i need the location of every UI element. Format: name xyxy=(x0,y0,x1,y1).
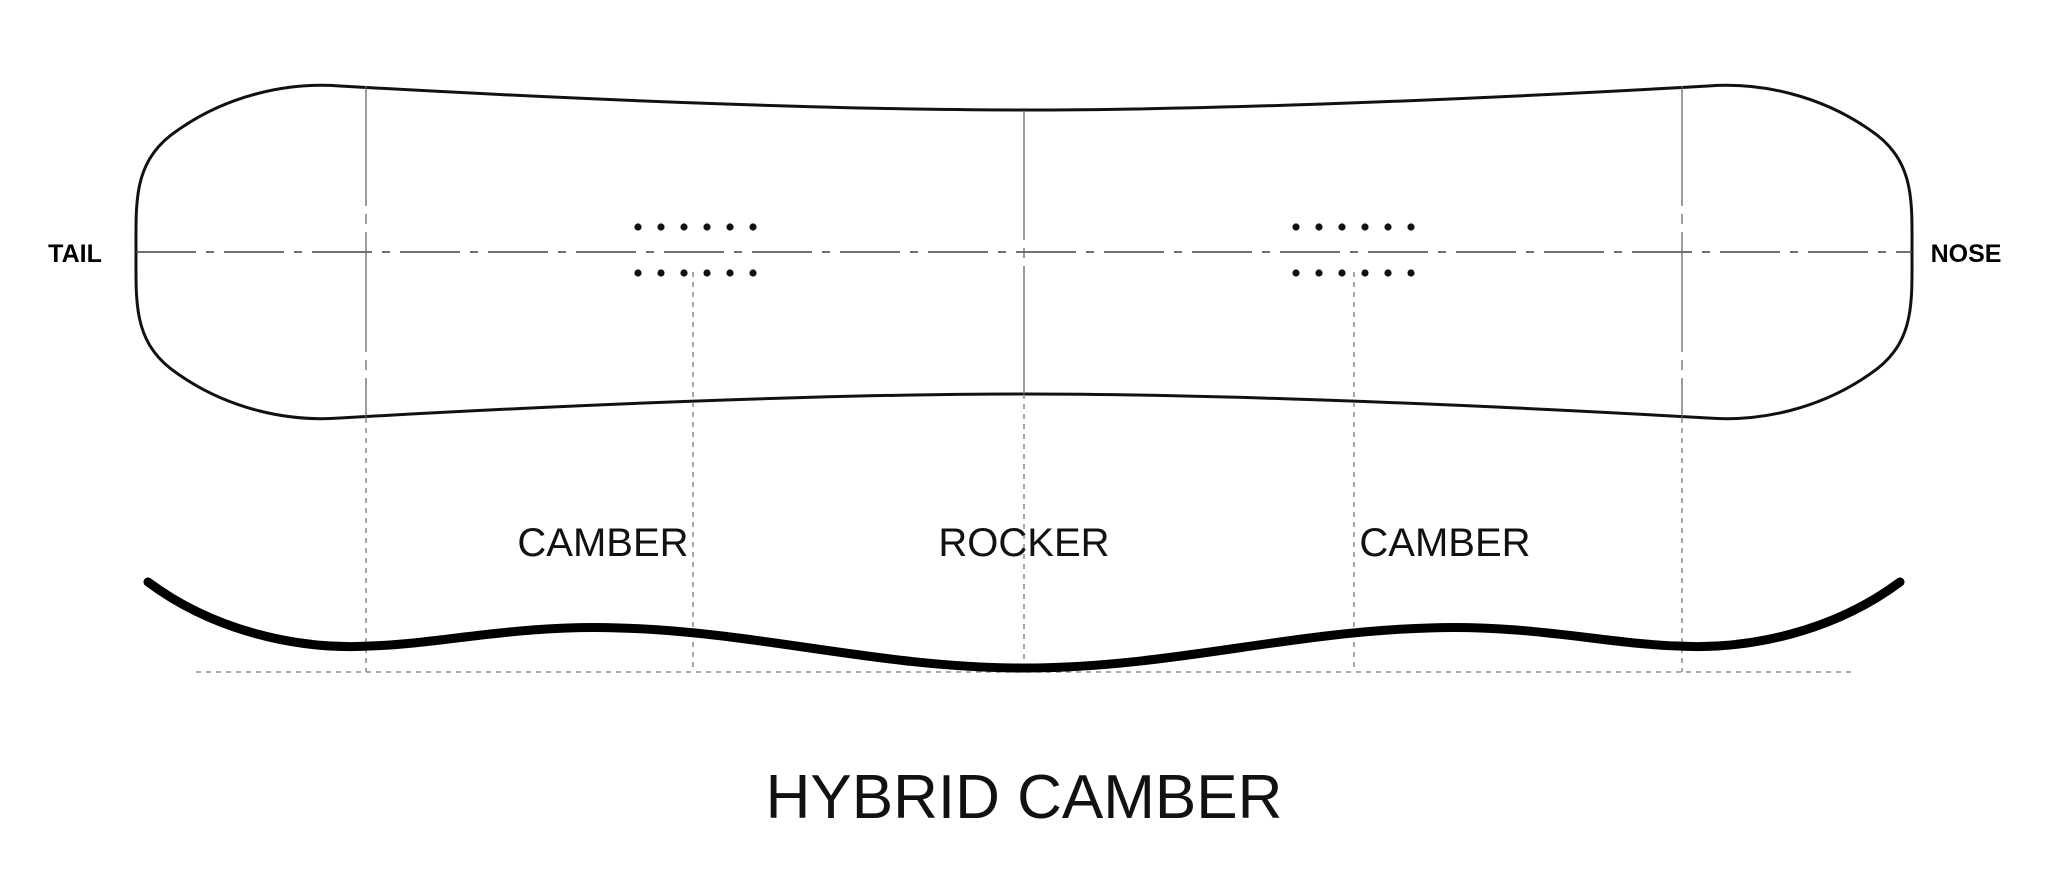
nose-label: NOSE xyxy=(1931,240,2002,268)
board-outline xyxy=(134,83,1914,421)
rear-binding-insert xyxy=(749,223,757,231)
front-binding-insert xyxy=(1407,223,1415,231)
front-binding-insert xyxy=(1338,223,1346,231)
rear-binding-insert xyxy=(680,269,688,277)
front-binding-insert xyxy=(1361,269,1369,277)
front-binding-insert xyxy=(1384,223,1392,231)
front-binding-insert xyxy=(1407,269,1415,277)
zone-label-tail-camber: CAMBER xyxy=(517,521,688,565)
rear-binding-insert xyxy=(703,223,711,231)
rear-binding-insert xyxy=(657,223,665,231)
front-binding-insert xyxy=(1361,223,1369,231)
zone-label-nose-camber: CAMBER xyxy=(1359,521,1530,565)
tail-label: TAIL xyxy=(48,240,102,268)
front-binding-insert xyxy=(1292,269,1300,277)
board-profile xyxy=(143,577,1905,673)
rear-binding-insert xyxy=(680,223,688,231)
rear-binding-insert xyxy=(726,223,734,231)
rear-binding-insert xyxy=(703,269,711,277)
zone-label-rocker: ROCKER xyxy=(938,521,1109,565)
rear-binding-insert xyxy=(634,269,642,277)
front-binding-insert xyxy=(1315,223,1323,231)
front-binding-insert xyxy=(1338,269,1346,277)
binding-inserts xyxy=(634,223,1415,277)
front-binding-insert xyxy=(1384,269,1392,277)
front-binding-insert xyxy=(1292,223,1300,231)
rear-binding-insert xyxy=(634,223,642,231)
diagram-title: HYBRID CAMBER xyxy=(766,763,1283,832)
rear-binding-insert xyxy=(749,269,757,277)
front-binding-insert xyxy=(1315,269,1323,277)
rear-binding-insert xyxy=(726,269,734,277)
rear-binding-insert xyxy=(657,269,665,277)
